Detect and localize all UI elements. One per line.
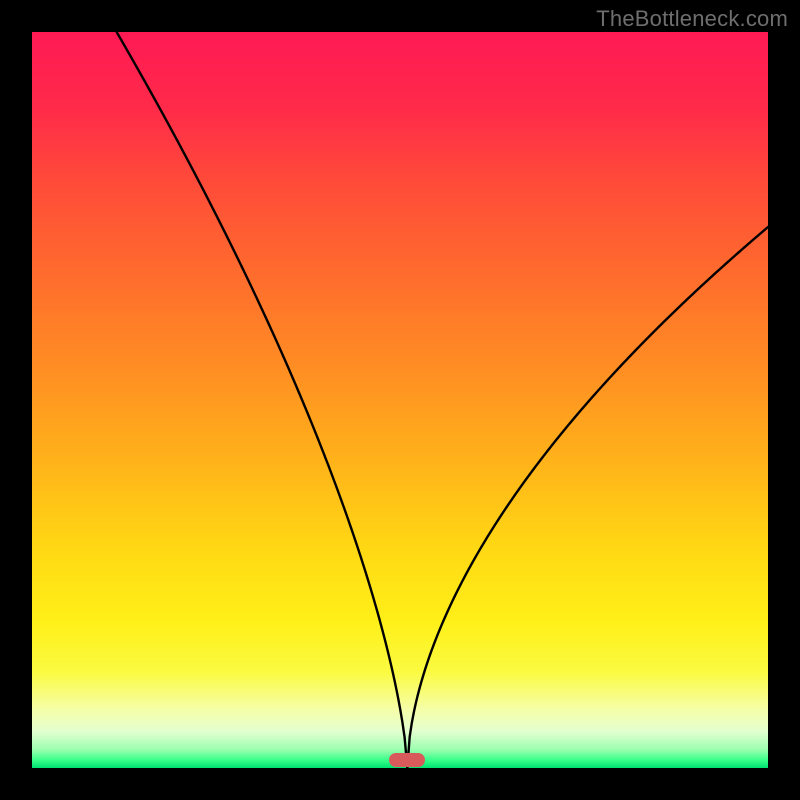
chart-frame: TheBottleneck.com <box>0 0 800 800</box>
bottleneck-curve <box>32 32 768 768</box>
plot-area <box>32 32 768 768</box>
vertex-marker <box>389 753 425 767</box>
watermark-text: TheBottleneck.com <box>596 6 788 32</box>
